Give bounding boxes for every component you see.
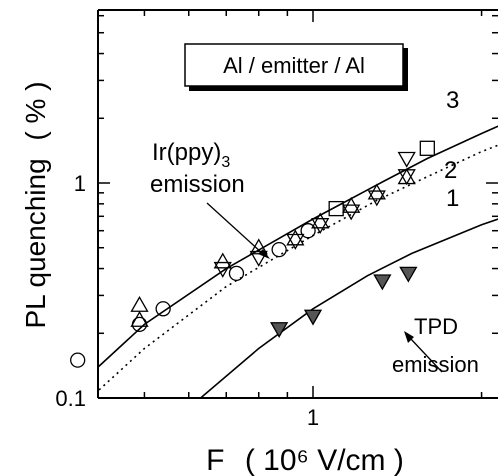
marker-triangle-down (249, 250, 268, 267)
marker-triangle-up (311, 212, 330, 229)
y-axis-label: PL quenching (20, 158, 51, 328)
tick-marks (98, 10, 498, 399)
irppy-arrow (206, 202, 263, 254)
marker-triangle-up (130, 295, 149, 312)
marker-triangle-down (342, 204, 361, 221)
marker-triangle-down (286, 233, 305, 250)
marker-square (419, 140, 435, 156)
irppy-emission-label: emission (150, 171, 245, 198)
legend-box-text: Al / emitter / Al (223, 53, 365, 78)
legend-box-shadow (403, 48, 408, 90)
x-axis-label: F (206, 444, 224, 476)
irppy-subscript: 3 (221, 154, 230, 171)
tpd-arrow (409, 337, 443, 373)
marker-triangle-up (286, 229, 305, 246)
y-tick-label-1: 1 (74, 171, 86, 196)
x-tick-label-1: 1 (307, 405, 319, 430)
svg-text:PL quenching ( % ): PL quenching ( % ) (20, 81, 51, 328)
curve-labels: 3 21 (444, 87, 459, 212)
x-axis-unit: ( 10⁶ V/cm ) (245, 444, 404, 476)
legend-box-shadow-bottom (189, 86, 408, 91)
y-tick-label-0.1: 0.1 (55, 386, 86, 411)
marker-square (328, 200, 344, 217)
marker-triangle-down (397, 151, 416, 168)
curve-1 (200, 218, 498, 398)
tpd-arrowhead (404, 331, 414, 343)
y-axis-unit: ( % ) (20, 81, 51, 140)
curve-label-1: 1 (446, 185, 459, 212)
x-axis-title: F ( 10⁶ V/cm ) (206, 444, 404, 476)
marker-circle (70, 352, 86, 368)
marker-triangle-down (367, 190, 386, 207)
marker-triangle-down (213, 261, 232, 278)
marker-triangle-up (130, 310, 149, 327)
curve-label-2: 2 (444, 157, 457, 184)
marker-triangle-up (213, 252, 232, 269)
marker-circle (155, 301, 171, 317)
marker-triangle-up (249, 238, 268, 255)
marker-triangle-down-filled (373, 274, 392, 291)
marker-triangle-down (397, 169, 416, 186)
y-axis-title: PL quenching ( % ) (20, 81, 51, 328)
marker-triangle-down-filled (303, 309, 323, 326)
marker-circle (300, 223, 316, 239)
marker-triangle-up (367, 183, 386, 200)
curve-label-3: 3 (446, 87, 459, 114)
curve-2 (98, 144, 498, 392)
marker-circle (228, 265, 245, 281)
marker-triangle-down-filled (399, 266, 418, 283)
marker-circle (271, 241, 287, 258)
marker-triangle-down (311, 218, 330, 234)
tpd-label: TPD (414, 314, 458, 339)
marker-triangle-down-filled (270, 322, 289, 339)
irppy-label: Ir(ppy)3 (152, 139, 230, 171)
data-markers (70, 140, 435, 368)
irppy-label-line1: Ir(ppy) (152, 139, 221, 166)
